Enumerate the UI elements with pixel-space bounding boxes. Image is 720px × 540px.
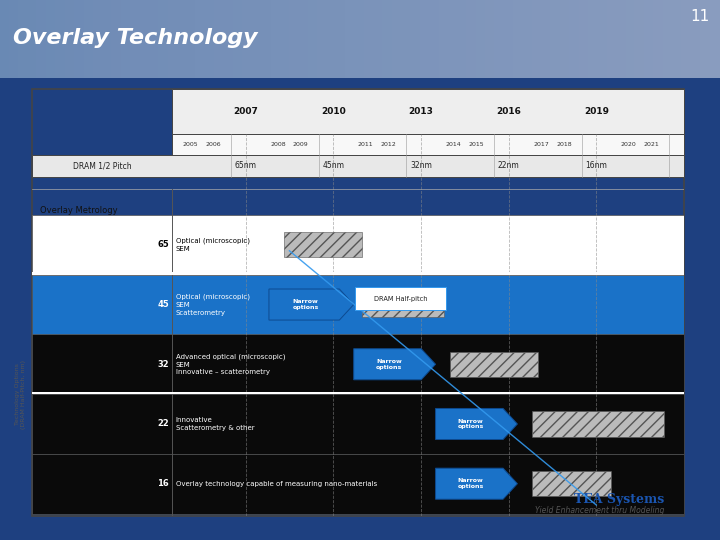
Text: 2013: 2013 — [408, 107, 433, 116]
Text: 2019: 2019 — [584, 107, 609, 116]
Text: TEA Systems: TEA Systems — [575, 494, 665, 507]
Text: Optical (microscopic)
SEM
Scatterometry: Optical (microscopic) SEM Scatterometry — [176, 294, 250, 315]
Text: 2016: 2016 — [496, 107, 521, 116]
Text: Overlay technology capable of measuring nano-materials: Overlay technology capable of measuring … — [176, 481, 377, 487]
Text: 11: 11 — [690, 9, 709, 24]
Text: DRAM 1/2 Pitch: DRAM 1/2 Pitch — [73, 161, 132, 171]
Text: 2009: 2009 — [293, 142, 309, 147]
Bar — [362, 292, 444, 317]
Text: 2018: 2018 — [556, 142, 572, 147]
Text: Overlay Technology: Overlay Technology — [13, 28, 258, 48]
Text: 2010: 2010 — [321, 107, 346, 116]
Text: 16nm: 16nm — [585, 161, 607, 171]
Text: 2014: 2014 — [446, 142, 462, 147]
Bar — [32, 334, 684, 394]
Text: Narrow
options: Narrow options — [458, 418, 484, 429]
Text: 2012: 2012 — [381, 142, 396, 147]
Text: 2011: 2011 — [358, 142, 374, 147]
Bar — [32, 454, 684, 514]
Bar — [32, 392, 684, 394]
FancyBboxPatch shape — [355, 287, 446, 309]
Text: Yield Enhancement thru Modeling: Yield Enhancement thru Modeling — [535, 506, 665, 515]
Text: Narrow
options: Narrow options — [376, 359, 402, 370]
Text: Narrow
options: Narrow options — [292, 299, 319, 310]
Text: DRAM Half-pitch: DRAM Half-pitch — [374, 295, 427, 301]
Text: 65: 65 — [158, 240, 169, 249]
Text: Overlay Metrology: Overlay Metrology — [40, 206, 118, 215]
FancyArrow shape — [269, 289, 354, 320]
Text: Advanced optical (microscopic)
SEM
Innovative – scatterometry: Advanced optical (microscopic) SEM Innov… — [176, 353, 285, 375]
Bar — [284, 232, 362, 258]
Bar — [32, 394, 684, 454]
Text: 2007: 2007 — [233, 107, 258, 116]
FancyArrow shape — [354, 349, 436, 380]
FancyArrow shape — [436, 408, 518, 440]
Text: Innovative
Scatterometry & other: Innovative Scatterometry & other — [176, 417, 254, 431]
Text: 2021: 2021 — [644, 142, 660, 147]
Bar — [32, 155, 684, 177]
Bar — [173, 134, 684, 155]
Text: 65nm: 65nm — [235, 161, 256, 171]
Bar — [450, 352, 538, 377]
Text: Optical (microscopic)
SEM: Optical (microscopic) SEM — [176, 238, 250, 252]
Bar — [32, 215, 684, 275]
FancyArrow shape — [436, 468, 518, 500]
Bar — [32, 272, 684, 275]
Text: 2005: 2005 — [183, 142, 198, 147]
Text: 32: 32 — [158, 360, 169, 369]
Bar — [532, 411, 664, 436]
Text: 2008: 2008 — [270, 142, 286, 147]
Bar — [32, 275, 684, 334]
Text: Narrow
options: Narrow options — [458, 478, 484, 489]
Text: 22nm: 22nm — [498, 161, 520, 171]
Text: 2006: 2006 — [205, 142, 221, 147]
Bar — [173, 89, 684, 134]
Bar — [532, 471, 611, 496]
Text: 16: 16 — [158, 479, 169, 488]
Text: 2017: 2017 — [534, 142, 549, 147]
Text: 45: 45 — [158, 300, 169, 309]
Text: 32nm: 32nm — [410, 161, 432, 171]
Text: 2020: 2020 — [621, 142, 636, 147]
Text: 22: 22 — [158, 420, 169, 428]
Text: Technology Options
(DRAM Half-Pitch, nm): Technology Options (DRAM Half-Pitch, nm) — [15, 360, 26, 429]
Text: 2015: 2015 — [468, 142, 484, 147]
Text: 45nm: 45nm — [323, 161, 344, 171]
